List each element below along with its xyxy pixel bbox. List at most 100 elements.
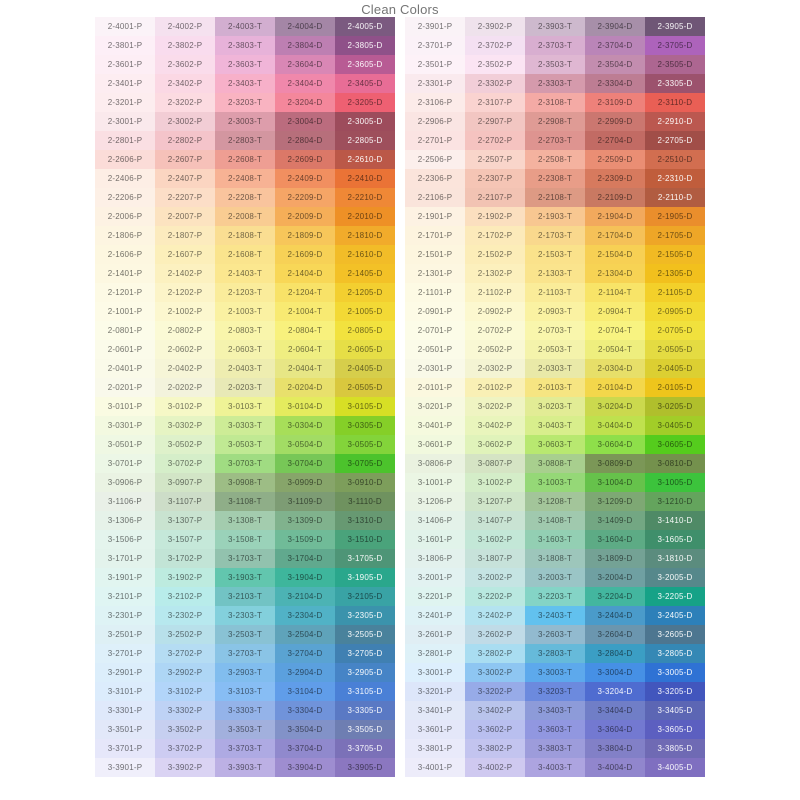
color-swatch[interactable]: 2-2804-D: [275, 131, 335, 150]
color-swatch[interactable]: 2-1004-T: [275, 302, 335, 321]
color-swatch[interactable]: 3-0203-T: [525, 397, 585, 416]
color-swatch[interactable]: 2-0805-D: [335, 321, 395, 340]
color-swatch[interactable]: 2-3205-D: [335, 93, 395, 112]
color-swatch[interactable]: 2-1606-P: [95, 245, 155, 264]
color-swatch[interactable]: 3-2103-T: [215, 587, 275, 606]
color-swatch[interactable]: 2-4003-T: [215, 17, 275, 36]
color-swatch[interactable]: 3-3901-P: [95, 758, 155, 777]
color-swatch[interactable]: 2-0204-D: [275, 378, 335, 397]
color-swatch[interactable]: 2-0402-P: [155, 359, 215, 378]
color-swatch[interactable]: 2-1104-T: [585, 283, 645, 302]
color-swatch[interactable]: 3-3902-P: [155, 758, 215, 777]
color-swatch[interactable]: 3-1409-D: [585, 511, 645, 530]
color-swatch[interactable]: 3-0807-P: [465, 454, 525, 473]
color-swatch[interactable]: 2-0504-T: [585, 340, 645, 359]
color-swatch[interactable]: 2-3204-D: [275, 93, 335, 112]
color-swatch[interactable]: 3-0504-D: [275, 435, 335, 454]
color-swatch[interactable]: 2-0802-P: [155, 321, 215, 340]
color-swatch[interactable]: 3-2802-P: [465, 644, 525, 663]
color-swatch[interactable]: 3-1605-D: [645, 530, 705, 549]
color-swatch[interactable]: 2-4002-P: [155, 17, 215, 36]
color-swatch[interactable]: 3-0809-D: [585, 454, 645, 473]
color-swatch[interactable]: 3-1705-D: [335, 549, 395, 568]
color-swatch[interactable]: 3-3603-T: [525, 720, 585, 739]
color-swatch[interactable]: 2-3701-P: [405, 36, 465, 55]
color-swatch[interactable]: 3-0303-T: [215, 416, 275, 435]
color-swatch[interactable]: 3-3004-D: [585, 663, 645, 682]
color-swatch[interactable]: 2-3005-D: [335, 112, 395, 131]
color-swatch[interactable]: 2-2606-P: [95, 150, 155, 169]
color-swatch[interactable]: 3-0908-T: [215, 473, 275, 492]
color-swatch[interactable]: 3-2705-D: [335, 644, 395, 663]
color-swatch[interactable]: 3-2402-P: [465, 606, 525, 625]
color-swatch[interactable]: 3-2003-T: [525, 568, 585, 587]
color-swatch[interactable]: 3-1703-T: [215, 549, 275, 568]
color-swatch[interactable]: 2-0801-P: [95, 321, 155, 340]
color-swatch[interactable]: 2-0505-D: [335, 378, 395, 397]
color-swatch[interactable]: 2-3107-P: [465, 93, 525, 112]
color-swatch[interactable]: 3-0302-P: [155, 416, 215, 435]
color-swatch[interactable]: 2-0501-P: [405, 340, 465, 359]
color-swatch[interactable]: 3-3705-D: [335, 739, 395, 758]
color-swatch[interactable]: 2-2407-P: [155, 169, 215, 188]
color-swatch[interactable]: 3-3204-D: [585, 682, 645, 701]
color-swatch[interactable]: 2-3203-T: [215, 93, 275, 112]
color-swatch[interactable]: 2-2801-P: [95, 131, 155, 150]
color-swatch[interactable]: 3-4003-T: [525, 758, 585, 777]
color-swatch[interactable]: 3-2902-P: [155, 663, 215, 682]
color-swatch[interactable]: 3-1704-D: [275, 549, 335, 568]
color-swatch[interactable]: 3-0404-D: [585, 416, 645, 435]
color-swatch[interactable]: 2-0603-T: [215, 340, 275, 359]
color-swatch[interactable]: 3-3002-P: [465, 663, 525, 682]
color-swatch[interactable]: 2-0203-T: [215, 378, 275, 397]
color-swatch[interactable]: 2-3804-D: [275, 36, 335, 55]
color-swatch[interactable]: 2-0404-T: [275, 359, 335, 378]
color-swatch[interactable]: 2-3404-D: [275, 74, 335, 93]
color-swatch[interactable]: 3-2303-T: [215, 606, 275, 625]
color-swatch[interactable]: 3-0910-D: [335, 473, 395, 492]
color-swatch[interactable]: 2-0902-P: [465, 302, 525, 321]
color-swatch[interactable]: 2-1404-D: [275, 264, 335, 283]
color-swatch[interactable]: 2-3301-P: [405, 74, 465, 93]
color-swatch[interactable]: 3-0405-D: [645, 416, 705, 435]
color-swatch[interactable]: 2-2009-D: [275, 207, 335, 226]
color-swatch[interactable]: 2-2509-D: [585, 150, 645, 169]
color-swatch[interactable]: 2-3108-T: [525, 93, 585, 112]
color-swatch[interactable]: 2-0405-D: [335, 359, 395, 378]
color-swatch[interactable]: 2-0705-D: [645, 321, 705, 340]
color-swatch[interactable]: 2-1305-D: [645, 264, 705, 283]
color-swatch[interactable]: 3-2805-D: [645, 644, 705, 663]
color-swatch[interactable]: 3-1602-P: [465, 530, 525, 549]
color-swatch[interactable]: 2-1609-D: [275, 245, 335, 264]
color-swatch[interactable]: 3-1809-D: [585, 549, 645, 568]
color-swatch[interactable]: 2-1607-P: [155, 245, 215, 264]
color-swatch[interactable]: 2-1806-P: [95, 226, 155, 245]
color-swatch[interactable]: 2-0105-D: [645, 378, 705, 397]
color-swatch[interactable]: 3-3205-D: [645, 682, 705, 701]
color-swatch[interactable]: 3-1506-P: [95, 530, 155, 549]
color-swatch[interactable]: 2-3305-D: [645, 74, 705, 93]
color-swatch[interactable]: 3-0505-D: [335, 435, 395, 454]
color-swatch[interactable]: 3-1901-P: [95, 568, 155, 587]
color-swatch[interactable]: 2-2206-P: [95, 188, 155, 207]
color-swatch[interactable]: 2-2908-T: [525, 112, 585, 131]
color-swatch[interactable]: 3-1004-D: [585, 473, 645, 492]
color-swatch[interactable]: 3-3102-P: [155, 682, 215, 701]
color-swatch[interactable]: 3-2702-P: [155, 644, 215, 663]
color-swatch[interactable]: 3-2102-P: [155, 587, 215, 606]
color-swatch[interactable]: 3-3404-D: [585, 701, 645, 720]
color-swatch[interactable]: 3-0704-D: [275, 454, 335, 473]
color-swatch[interactable]: 3-0305-D: [335, 416, 395, 435]
color-swatch[interactable]: 2-3905-D: [645, 17, 705, 36]
color-swatch[interactable]: 2-1502-P: [465, 245, 525, 264]
color-swatch[interactable]: 2-2702-P: [465, 131, 525, 150]
color-swatch[interactable]: 3-0501-P: [95, 435, 155, 454]
color-swatch[interactable]: 2-0905-D: [645, 302, 705, 321]
color-swatch[interactable]: 3-2901-P: [95, 663, 155, 682]
color-swatch[interactable]: 3-1408-T: [525, 511, 585, 530]
color-swatch[interactable]: 3-1702-P: [155, 549, 215, 568]
color-swatch[interactable]: 2-3901-P: [405, 17, 465, 36]
color-swatch[interactable]: 3-3203-T: [525, 682, 585, 701]
color-swatch[interactable]: 2-1903-T: [525, 207, 585, 226]
color-swatch[interactable]: 2-2703-T: [525, 131, 585, 150]
